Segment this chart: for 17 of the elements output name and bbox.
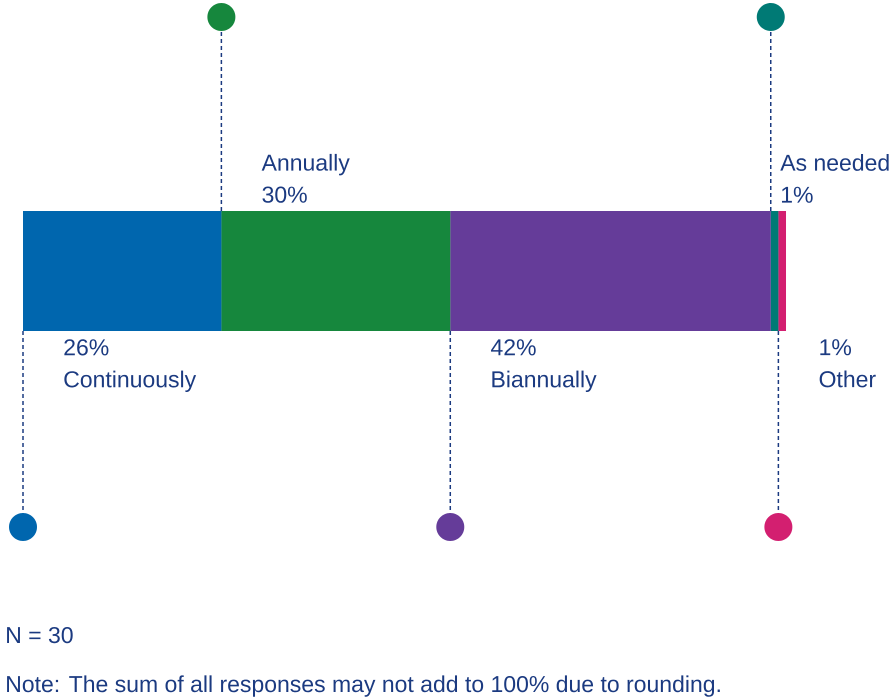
text: Other (820, 370, 876, 388)
bar (770, 210, 778, 331)
text: N = 30 (7, 626, 73, 644)
series-label: As needed (780, 154, 889, 171)
bar (778, 210, 786, 331)
text: Note: The sum of all responses may not add to 100% due to rounding. (7, 675, 720, 697)
data-label: 26% (64, 339, 108, 356)
bar (221, 210, 450, 331)
series-label: Continuously (64, 370, 196, 392)
data-label: 1% (782, 186, 813, 203)
data-label: 42% (491, 339, 536, 356)
series-label: Annually (262, 154, 350, 176)
bar (23, 210, 222, 331)
data-label: 30% (262, 186, 307, 203)
series-label: Biannually (492, 370, 597, 392)
bar (450, 210, 771, 331)
data-label: 1% (820, 339, 852, 356)
